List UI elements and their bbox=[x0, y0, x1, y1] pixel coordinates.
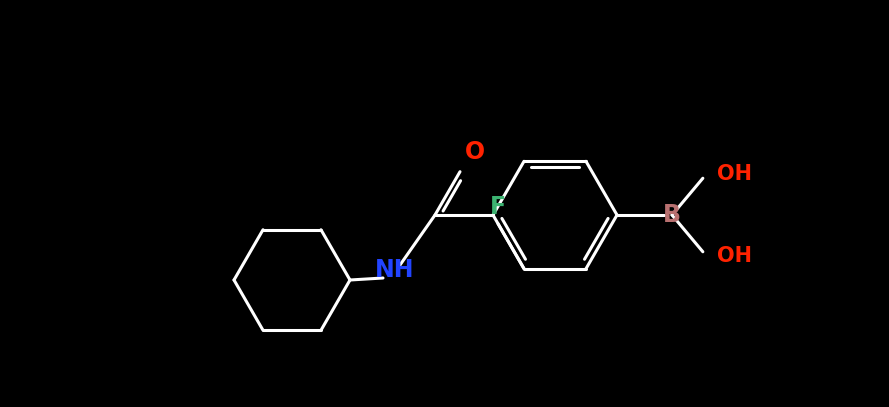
Text: B: B bbox=[663, 203, 681, 227]
Text: F: F bbox=[490, 195, 506, 219]
Text: OH: OH bbox=[717, 246, 752, 266]
Text: NH: NH bbox=[375, 258, 415, 282]
Text: OH: OH bbox=[717, 164, 752, 184]
Text: O: O bbox=[465, 140, 485, 164]
